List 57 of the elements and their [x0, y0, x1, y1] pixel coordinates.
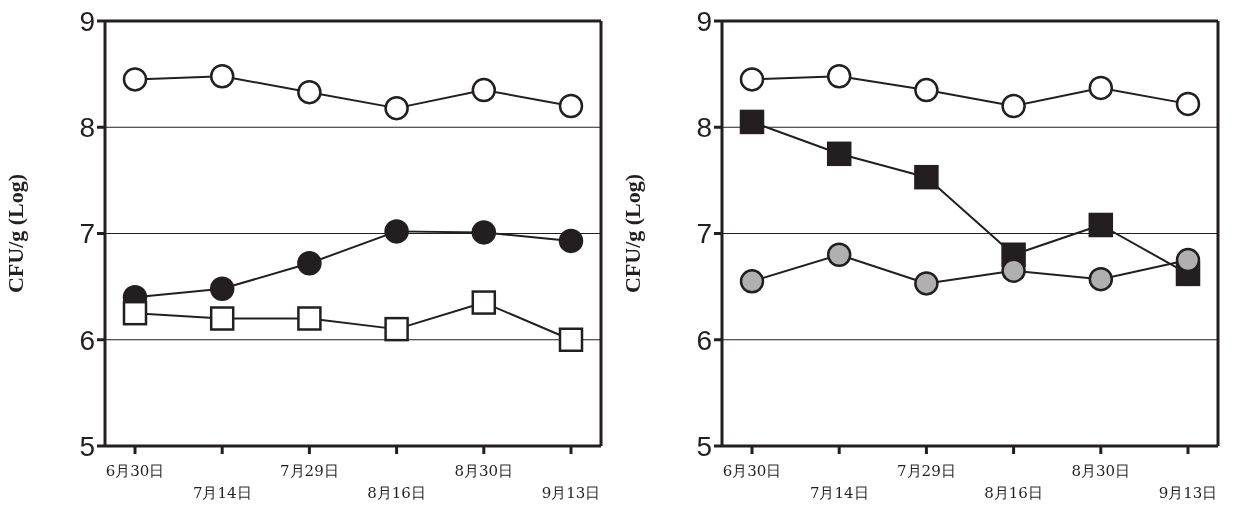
y-tick-label: 6 — [696, 324, 712, 356]
point — [914, 77, 939, 103]
point — [384, 95, 409, 121]
point — [209, 306, 235, 331]
point — [471, 290, 497, 315]
point — [384, 219, 409, 244]
point — [826, 242, 852, 267]
x-tick-label: 7月14日 — [192, 484, 252, 502]
point — [558, 327, 584, 352]
x-tick-label: 9月13日 — [1158, 484, 1218, 502]
point — [739, 109, 765, 135]
x-tick-label: 7月29日 — [897, 462, 956, 480]
x-tick-label: 8月16日 — [984, 484, 1043, 502]
point — [209, 64, 235, 89]
point — [1175, 247, 1201, 273]
point — [471, 77, 497, 103]
point — [471, 220, 497, 245]
y-tick-label: 5 — [79, 430, 95, 462]
point — [826, 64, 852, 89]
point — [209, 276, 235, 301]
x-tick-label: 7月14日 — [809, 484, 869, 502]
y-tick-label: 8 — [79, 112, 95, 144]
point — [122, 67, 148, 92]
point — [1175, 91, 1201, 117]
point — [739, 67, 765, 92]
y-axis-title: CFU/g (Log) — [2, 173, 28, 294]
point — [558, 228, 584, 254]
point — [1088, 266, 1114, 292]
point — [122, 300, 148, 326]
point — [384, 316, 409, 342]
point — [297, 306, 322, 331]
point — [297, 79, 322, 105]
point — [914, 164, 939, 190]
y-tick-label: 9 — [79, 5, 95, 37]
x-tick-label: 9月13日 — [541, 484, 601, 502]
point — [914, 271, 939, 296]
y-tick-label: 6 — [79, 324, 95, 356]
point — [1088, 75, 1114, 101]
point — [739, 269, 765, 294]
y-tick-label: 7 — [696, 218, 712, 250]
x-tick-label: 8月30日 — [454, 462, 514, 480]
y-tick-label: 5 — [696, 430, 712, 462]
point — [826, 141, 852, 167]
x-tick-label: 8月16日 — [367, 484, 426, 502]
y-tick-label: 7 — [79, 218, 95, 250]
x-tick-label: 8月30日 — [1071, 462, 1131, 480]
point — [558, 93, 584, 119]
x-tick-label: 7月29日 — [280, 462, 339, 480]
point — [1088, 212, 1114, 238]
y-tick-label: 9 — [696, 5, 712, 37]
x-tick-label: 6月30日 — [105, 462, 165, 480]
y-axis-title: CFU/g (Log) — [619, 173, 645, 294]
point — [1001, 258, 1026, 283]
x-tick-label: 6月30日 — [722, 462, 782, 480]
y-tick-label: 8 — [696, 112, 712, 144]
point — [1001, 93, 1026, 119]
point — [297, 251, 322, 276]
